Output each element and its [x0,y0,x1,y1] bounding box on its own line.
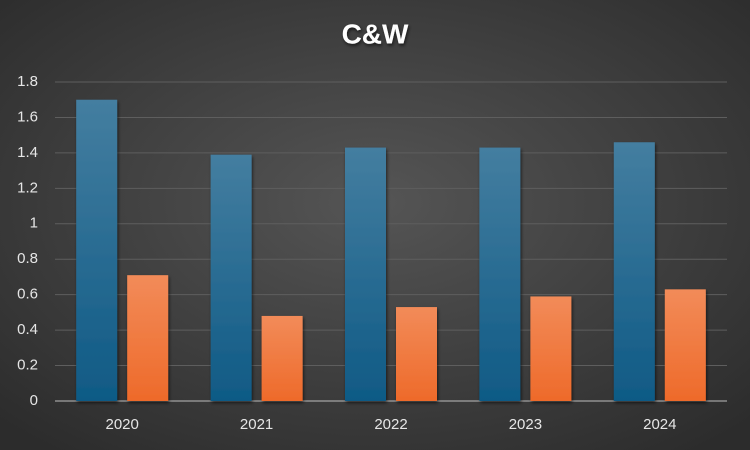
x-tick-label: 2023 [509,416,542,433]
bar [530,296,572,401]
bar [210,154,252,401]
bar [613,142,655,401]
y-tick-label: 0.2 [17,357,38,374]
y-tick-label: 0.8 [17,250,38,267]
bar [664,289,706,401]
bar [76,99,118,401]
y-tick-label: 1 [30,215,38,232]
bar [345,147,386,401]
x-tick-label: 2024 [643,416,676,433]
bar [127,275,169,401]
bar [396,307,437,401]
y-tick-label: 1.4 [17,144,38,161]
bar [261,315,303,401]
bar [479,147,521,401]
y-tick-label: 0.6 [17,286,38,303]
x-tick-label: 2021 [240,416,273,433]
y-tick-label: 1.8 [17,73,38,90]
x-tick-label: 2020 [106,416,139,433]
y-tick-label: 1.2 [17,179,38,196]
y-tick-label: 0.4 [17,321,38,338]
y-tick-label: 0 [30,392,38,409]
chart-title: C&W [342,18,409,49]
y-tick-label: 1.6 [17,108,38,125]
x-tick-label: 2022 [374,416,407,433]
